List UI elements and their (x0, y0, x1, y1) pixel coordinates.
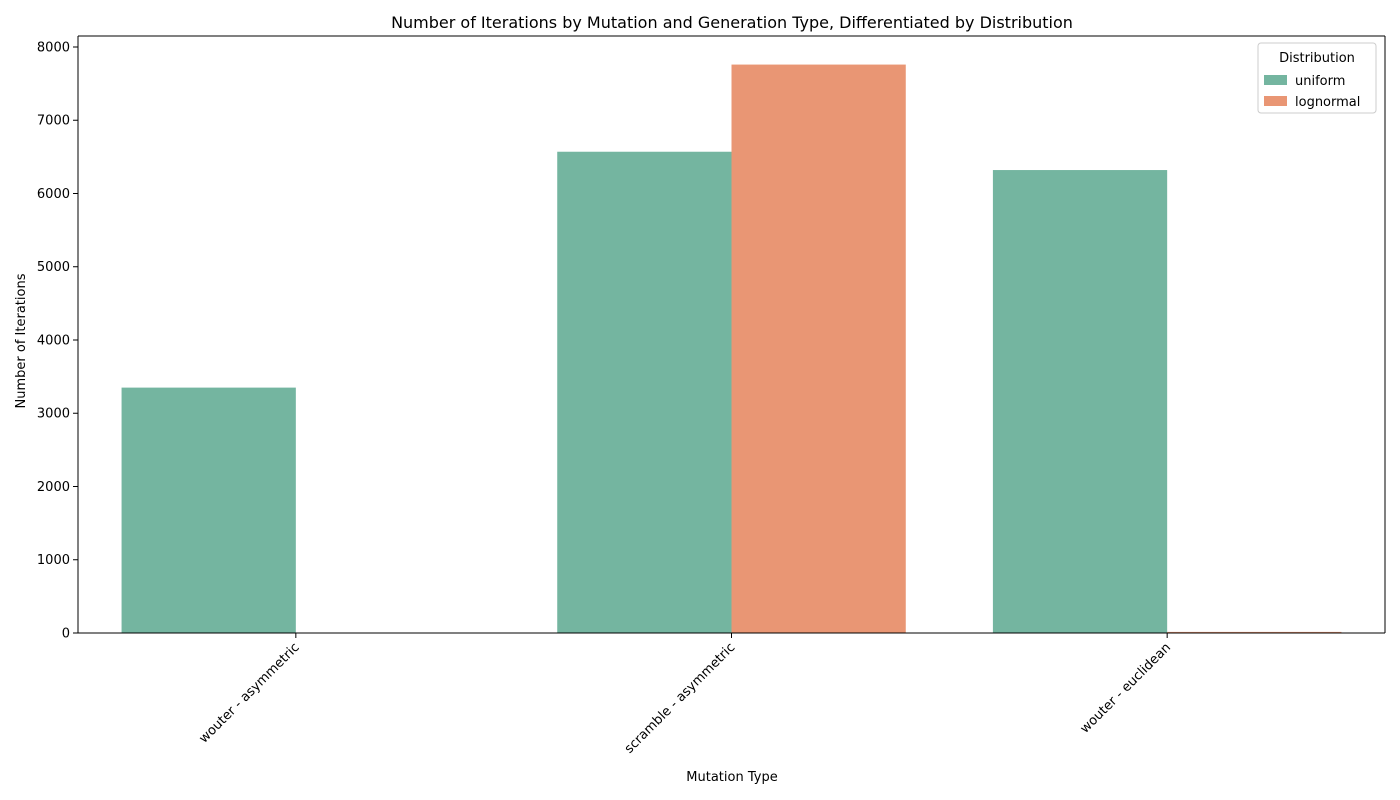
bar-lognormal-2 (1167, 631, 1342, 633)
y-tick-label: 8000 (37, 40, 70, 55)
y-axis-label: Number of Iterations (14, 273, 29, 408)
x-axis-label: Mutation Type (686, 770, 777, 785)
legend: Distribution uniform lognormal (1257, 42, 1377, 114)
bar-uniform-2 (992, 170, 1168, 634)
legend-label-uniform: uniform (1295, 74, 1345, 89)
legend-swatch-uniform (1264, 75, 1287, 85)
bar-uniform-1 (557, 151, 732, 633)
x-tick-label: wouter - euclidean (1078, 640, 1174, 736)
plot-area (77, 35, 1386, 634)
y-tick-label: 6000 (37, 187, 70, 202)
legend-box (1257, 42, 1377, 114)
y-tick-label: 4000 (37, 333, 70, 348)
y-tick-label: 1000 (37, 553, 70, 568)
legend-swatch-lognormal (1264, 96, 1287, 106)
legend-label-lognormal: lognormal (1295, 95, 1360, 110)
bar-uniform-0 (121, 387, 296, 633)
y-axis: 0 1000 2000 3000 4000 5000 6000 7000 8000 (37, 40, 78, 642)
y-tick-label: 2000 (37, 480, 70, 495)
bar-lognormal-1 (731, 64, 906, 633)
y-tick-label: 5000 (37, 260, 70, 275)
y-tick-label: 0 (62, 627, 70, 642)
chart-title: Number of Iterations by Mutation and Gen… (391, 13, 1073, 32)
x-axis: wouter - asymmetric scramble - asymmetric… (196, 633, 1174, 757)
x-tick-label: wouter - asymmetric (196, 640, 302, 746)
legend-title: Distribution (1279, 51, 1355, 66)
y-tick-label: 7000 (37, 114, 70, 129)
y-tick-label: 3000 (37, 407, 70, 422)
x-tick-label: scramble - asymmetric (622, 640, 738, 756)
